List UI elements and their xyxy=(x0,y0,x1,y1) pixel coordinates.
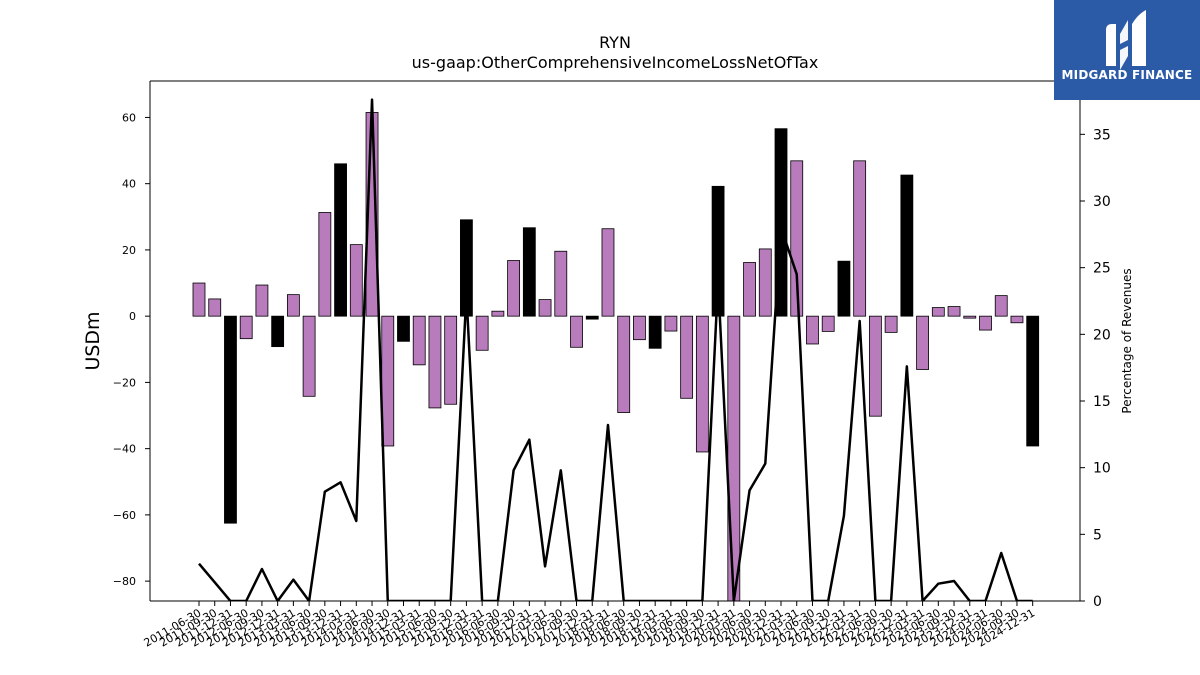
bar xyxy=(758,248,772,317)
bar xyxy=(868,315,882,417)
bar xyxy=(979,315,992,331)
y-axis-label: USDm xyxy=(82,311,104,370)
bar xyxy=(601,228,615,317)
bar xyxy=(916,315,929,370)
midgard-finance-logo: MIDGARD FINANCE xyxy=(1054,0,1200,100)
bar xyxy=(554,250,568,317)
bar xyxy=(947,306,961,317)
chart-subtitle: us-gaap:OtherComprehensiveIncomeLossNetO… xyxy=(412,53,819,72)
bar xyxy=(255,284,269,317)
y2-tick-label: 15 xyxy=(1093,394,1111,410)
bar xyxy=(821,315,835,332)
bar xyxy=(286,294,300,317)
bar xyxy=(680,315,694,399)
bar xyxy=(617,315,631,413)
bar xyxy=(585,315,599,320)
bar xyxy=(208,298,222,317)
bar xyxy=(318,212,332,317)
bar xyxy=(900,174,914,317)
bar xyxy=(334,163,347,317)
bars-group xyxy=(192,112,1040,601)
bar xyxy=(931,307,945,317)
bar xyxy=(727,315,741,601)
bar xyxy=(271,315,285,348)
bar xyxy=(884,315,898,333)
bar xyxy=(381,315,395,447)
bar xyxy=(239,315,253,340)
axes-group: −80−60−40−200204060051015202530352011-06… xyxy=(113,80,1111,650)
bar xyxy=(790,160,804,317)
bar xyxy=(570,315,583,348)
bar xyxy=(192,282,206,317)
bar xyxy=(428,315,442,409)
bar xyxy=(648,315,662,349)
bar xyxy=(444,315,458,405)
bar xyxy=(224,315,237,524)
y-tick-label: 0 xyxy=(129,310,136,323)
bar xyxy=(302,315,316,397)
bar xyxy=(837,260,851,317)
percentage-line xyxy=(198,98,1033,601)
y-tick-label: 40 xyxy=(122,178,136,191)
y-tick-label: −20 xyxy=(113,376,136,389)
y-tick-label: −60 xyxy=(113,509,136,522)
bar xyxy=(994,295,1008,317)
bar xyxy=(664,315,678,332)
y-tick-label: −40 xyxy=(113,443,136,456)
bar xyxy=(743,262,756,317)
y2-tick-label: 5 xyxy=(1093,527,1102,543)
bar xyxy=(397,315,410,342)
bar xyxy=(633,315,646,341)
bar xyxy=(522,227,536,317)
y2-axis-label: Percentage of Revenues xyxy=(1120,268,1134,413)
bar xyxy=(538,299,552,317)
bar xyxy=(806,315,819,345)
y2-tick-label: 10 xyxy=(1093,461,1111,477)
bar xyxy=(695,315,709,453)
y-tick-label: 60 xyxy=(122,111,136,124)
bar xyxy=(1010,315,1024,324)
y2-tick-label: 30 xyxy=(1093,194,1111,210)
bar xyxy=(475,315,489,351)
bar xyxy=(349,244,363,317)
y2-tick-label: 35 xyxy=(1093,127,1111,143)
bar xyxy=(1026,315,1040,447)
logo-text: MIDGARD FINANCE xyxy=(1061,68,1193,82)
y-tick-label: 20 xyxy=(122,244,136,257)
y2-tick-label: 0 xyxy=(1093,594,1102,610)
bar xyxy=(507,260,521,317)
y-tick-label: −80 xyxy=(113,575,136,588)
line-group xyxy=(198,98,1033,601)
chart-title: RYN xyxy=(599,33,631,52)
bar xyxy=(853,160,867,317)
bar xyxy=(963,315,977,319)
midgard-logo-icon xyxy=(1106,10,1146,70)
y2-tick-label: 25 xyxy=(1093,261,1111,277)
bar xyxy=(711,185,725,317)
bar xyxy=(412,315,426,366)
y2-tick-label: 20 xyxy=(1093,327,1111,343)
bar xyxy=(491,310,505,317)
